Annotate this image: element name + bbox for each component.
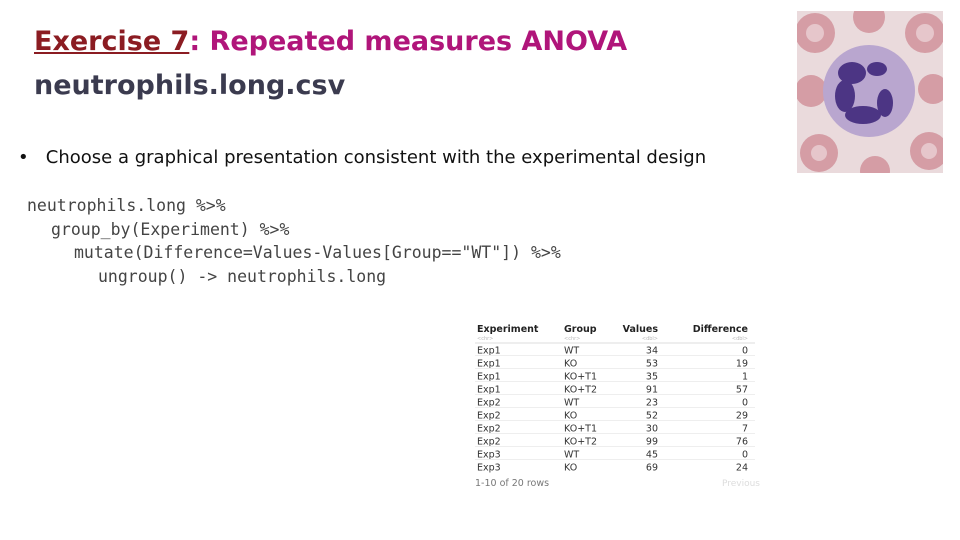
cell: WT	[564, 398, 579, 409]
cell: 29	[736, 411, 748, 422]
cell: KO+T2	[564, 385, 597, 396]
cell: KO+T2	[564, 437, 597, 448]
cell: KO+T1	[564, 372, 597, 383]
cell: Exp2	[477, 398, 501, 409]
cell: 69	[646, 463, 658, 474]
column-type: <dbl>	[732, 336, 748, 342]
column-header: Experiment	[477, 324, 539, 335]
cell: 0	[742, 398, 748, 409]
code-line: ungroup() -> neutrophils.long	[98, 267, 387, 286]
column-header: Difference	[693, 324, 748, 335]
cell: Exp2	[477, 437, 501, 448]
cell: 19	[736, 359, 748, 370]
cell: KO+T1	[564, 424, 597, 435]
cell: 0	[742, 450, 748, 461]
cell: Exp3	[477, 450, 501, 461]
code-line: mutate(Difference=Values-Values[Group=="…	[74, 243, 561, 262]
neutrophil-image	[797, 11, 943, 173]
cell: KO	[564, 411, 577, 422]
subtitle: neutrophils.long.csv	[34, 70, 346, 101]
column-type: <chr>	[564, 336, 580, 342]
cell: Exp2	[477, 424, 501, 435]
code-line: group_by(Experiment) %>%	[51, 220, 290, 239]
title-link: Exercise 7	[34, 26, 190, 57]
cell: 23	[646, 398, 658, 409]
cell: 34	[646, 346, 658, 357]
cell: 1	[742, 372, 748, 383]
cell: Exp1	[477, 359, 501, 370]
cell: 0	[742, 346, 748, 357]
column-header: Values	[623, 324, 659, 335]
column-type: <dbl>	[642, 336, 658, 342]
cell: KO	[564, 463, 577, 474]
cell: 24	[736, 463, 748, 474]
cell: 7	[742, 424, 748, 435]
cell: Exp1	[477, 346, 501, 357]
column-header: Group	[564, 324, 597, 335]
table-footer: 1-10 of 20 rows	[475, 478, 549, 489]
cell: Exp2	[477, 411, 501, 422]
cell: 30	[646, 424, 658, 435]
cell: 91	[646, 385, 658, 396]
table-nav: Previous	[722, 479, 760, 489]
title-rest: : Repeated measures ANOVA	[189, 26, 628, 57]
cell: 35	[646, 372, 658, 383]
column-type: <chr>	[477, 336, 493, 342]
cell: 76	[736, 437, 748, 448]
title: Exercise 7: Repeated measures ANOVA	[34, 24, 627, 60]
cell: 45	[646, 450, 658, 461]
cell: 99	[646, 437, 658, 448]
bullet-text: Choose a graphical presentation consiste…	[45, 147, 707, 168]
cell: Exp1	[477, 372, 501, 383]
cell: 52	[646, 411, 658, 422]
data-table: Experiment<chr>Group<chr>Values<dbl>Diff…	[475, 324, 760, 489]
cell: Exp1	[477, 385, 501, 396]
bullet: • Choose a graphical presentation consis…	[18, 147, 707, 168]
cell: 53	[646, 359, 658, 370]
cell: WT	[564, 346, 579, 357]
cell: KO	[564, 359, 577, 370]
cell: Exp3	[477, 463, 501, 474]
code-line: neutrophils.long %>%	[27, 196, 226, 215]
cell: 57	[736, 385, 748, 396]
cell: WT	[564, 450, 579, 461]
